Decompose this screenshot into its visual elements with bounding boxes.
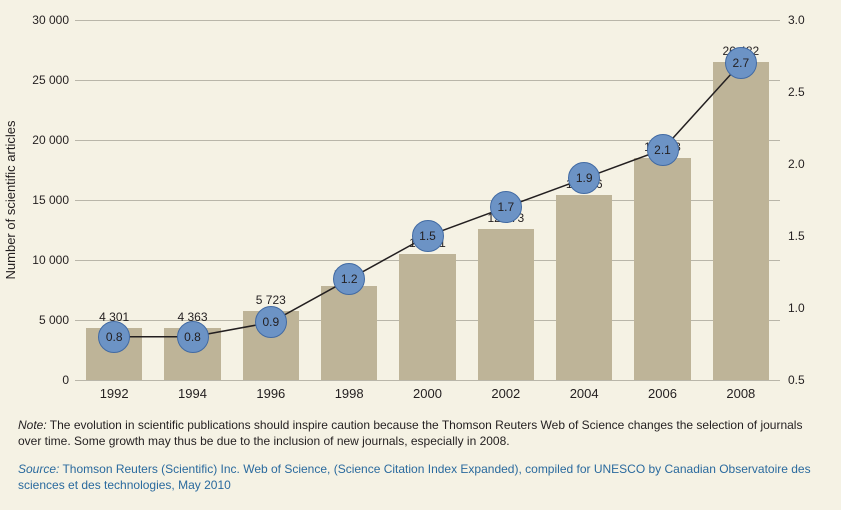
note-label: Note:: [18, 418, 47, 432]
y-right-tick-label: 1.0: [788, 301, 805, 315]
x-tick-label: 1994: [153, 386, 231, 401]
line-marker: 1.9: [568, 162, 600, 194]
line-marker: 1.2: [333, 263, 365, 295]
x-tick-label: 1996: [232, 386, 310, 401]
y-left-tick-label: 20 000: [32, 133, 69, 147]
chart-container: Number of scientific articles World shar…: [0, 0, 841, 510]
line-marker: 2.1: [647, 134, 679, 166]
y-right-tick-label: 0.5: [788, 373, 805, 387]
source-text: Thomson Reuters (Scientific) Inc. Web of…: [18, 462, 811, 492]
source-label: Source:: [18, 462, 59, 476]
y-left-tick-label: 25 000: [32, 73, 69, 87]
x-tick-label: 2000: [388, 386, 466, 401]
x-tick-label: 2002: [467, 386, 545, 401]
y-left-tick-label: 0: [62, 373, 69, 387]
y-right-tick-label: 2.5: [788, 85, 805, 99]
x-tick-label: 1992: [75, 386, 153, 401]
note-text: The evolution in scientific publications…: [18, 418, 802, 448]
y-right-tick-label: 1.5: [788, 229, 805, 243]
x-tick-label: 2004: [545, 386, 623, 401]
y-right-tick-label: 2.0: [788, 157, 805, 171]
line-marker: 0.8: [98, 321, 130, 353]
line-marker: 0.8: [177, 321, 209, 353]
y-right-tick-label: 3.0: [788, 13, 805, 27]
y-left-axis-label: Number of scientific articles: [3, 121, 18, 280]
line-marker: 2.7: [725, 47, 757, 79]
line-marker: 1.7: [490, 191, 522, 223]
plot-area: 4 3014 3635 7237 86010 52112 57315 43618…: [75, 20, 780, 380]
x-tick-label: 2008: [702, 386, 780, 401]
chart-source: Source: Thomson Reuters (Scientific) Inc…: [18, 462, 821, 493]
chart-note: Note: The evolution in scientific public…: [18, 418, 821, 449]
x-tick-label: 1998: [310, 386, 388, 401]
y-left-tick-label: 10 000: [32, 253, 69, 267]
y-left-tick-label: 15 000: [32, 193, 69, 207]
gridline: [75, 380, 780, 381]
y-left-tick-label: 5 000: [39, 313, 69, 327]
line-marker: 1.5: [412, 220, 444, 252]
line-marker: 0.9: [255, 306, 287, 338]
x-tick-label: 2006: [623, 386, 701, 401]
y-left-tick-label: 30 000: [32, 13, 69, 27]
